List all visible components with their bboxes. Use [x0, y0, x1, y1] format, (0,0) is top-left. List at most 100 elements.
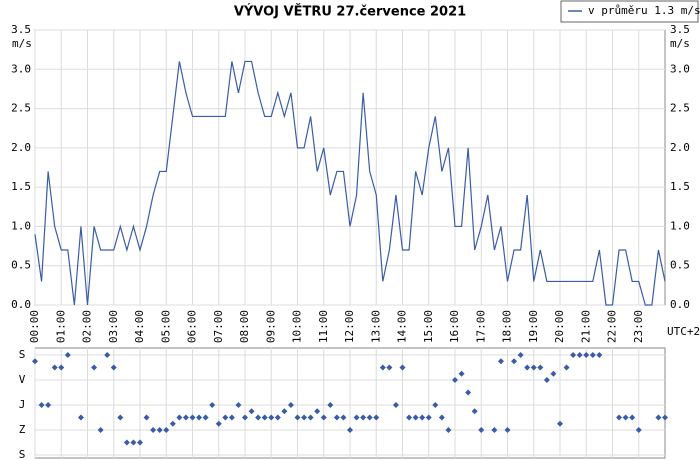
- y-tick-label: 3.5: [11, 23, 31, 36]
- x-tick-label: 02:00: [81, 310, 94, 343]
- x-tick-label: 19:00: [527, 310, 540, 343]
- point: [281, 408, 288, 415]
- point: [497, 358, 504, 365]
- point: [274, 414, 281, 421]
- x-tick-label: 04:00: [133, 310, 146, 343]
- point: [511, 358, 518, 365]
- x-tick-label: 06:00: [186, 310, 199, 343]
- annotation: UTC+2: [667, 325, 700, 338]
- point: [307, 414, 314, 421]
- x-tick-label: 08:00: [238, 310, 251, 343]
- point: [583, 352, 590, 358]
- y-tick-label: V: [19, 373, 26, 386]
- point: [465, 389, 472, 396]
- point: [91, 364, 98, 371]
- point: [379, 364, 386, 371]
- point: [202, 414, 209, 421]
- y-axis-label: m/s: [12, 37, 32, 50]
- point: [32, 358, 38, 365]
- point: [452, 377, 458, 383]
- point: [333, 414, 340, 421]
- point: [150, 427, 157, 433]
- point: [255, 414, 262, 421]
- point: [97, 427, 104, 433]
- point: [432, 402, 439, 408]
- y-tick-label: 3.5: [670, 23, 690, 36]
- y-tick-label: Z: [19, 423, 26, 436]
- y-tick-label: 0.0: [670, 298, 690, 311]
- point: [340, 414, 347, 421]
- point: [563, 364, 570, 371]
- point: [655, 414, 662, 421]
- point: [77, 414, 84, 421]
- point: [314, 408, 321, 415]
- point: [616, 414, 623, 421]
- x-tick-label: 17:00: [474, 310, 487, 343]
- point: [248, 408, 255, 415]
- point: [327, 402, 334, 408]
- point: [130, 439, 137, 446]
- x-tick-label: 16:00: [448, 310, 461, 343]
- point: [287, 402, 294, 408]
- point: [137, 439, 143, 446]
- x-tick-label: 14:00: [396, 310, 409, 343]
- point: [392, 402, 399, 408]
- y-tick-label: 2.5: [11, 102, 31, 115]
- x-tick-label: 21:00: [579, 310, 592, 343]
- point: [399, 364, 406, 371]
- y-tick-label: 0.5: [670, 259, 690, 272]
- x-tick-label: 01:00: [54, 310, 67, 343]
- x-tick-label: 23:00: [632, 310, 645, 343]
- data-line: [34, 60, 666, 306]
- point: [347, 427, 353, 433]
- y-tick-label: 2.0: [670, 141, 690, 154]
- point: [524, 364, 531, 371]
- y-tick-label: J: [19, 398, 26, 411]
- point: [64, 352, 71, 358]
- point: [504, 427, 511, 433]
- point: [543, 377, 550, 383]
- point: [215, 420, 222, 427]
- point: [110, 364, 117, 371]
- x-tick-label: 05:00: [159, 310, 172, 343]
- point: [222, 414, 229, 421]
- point: [557, 420, 563, 427]
- point: [622, 414, 629, 421]
- point: [320, 414, 327, 421]
- legend-label: v průměru 1.3 m/s: [588, 4, 700, 17]
- y-tick-label: 0.5: [11, 259, 31, 272]
- point: [478, 427, 485, 433]
- point: [471, 408, 478, 415]
- point: [301, 414, 308, 421]
- y-tick-label: S: [19, 348, 26, 361]
- x-tick-label: 10:00: [291, 310, 304, 343]
- point: [438, 414, 445, 421]
- point: [412, 414, 419, 421]
- point: [537, 364, 544, 371]
- point: [294, 414, 301, 421]
- point: [261, 414, 268, 421]
- point: [176, 414, 183, 421]
- point: [445, 427, 452, 433]
- x-tick-label: 20:00: [553, 310, 566, 343]
- point: [58, 364, 65, 371]
- y-tick-label: 1.5: [11, 180, 31, 193]
- y-tick-label: 1.0: [11, 219, 31, 232]
- point: [268, 414, 275, 421]
- point: [360, 414, 367, 421]
- point: [366, 414, 373, 421]
- x-tick-label: 13:00: [369, 310, 382, 343]
- x-tick-label: 12:00: [343, 310, 356, 343]
- y-axis-label: m/s: [670, 37, 690, 50]
- x-tick-label: 15:00: [422, 310, 435, 343]
- legend: [560, 0, 699, 23]
- y-tick-label: 1.5: [670, 180, 690, 193]
- point: [373, 414, 380, 421]
- point: [45, 402, 52, 408]
- point: [576, 352, 583, 358]
- point: [629, 414, 636, 421]
- point: [491, 427, 498, 433]
- point: [589, 352, 596, 358]
- point: [570, 352, 577, 358]
